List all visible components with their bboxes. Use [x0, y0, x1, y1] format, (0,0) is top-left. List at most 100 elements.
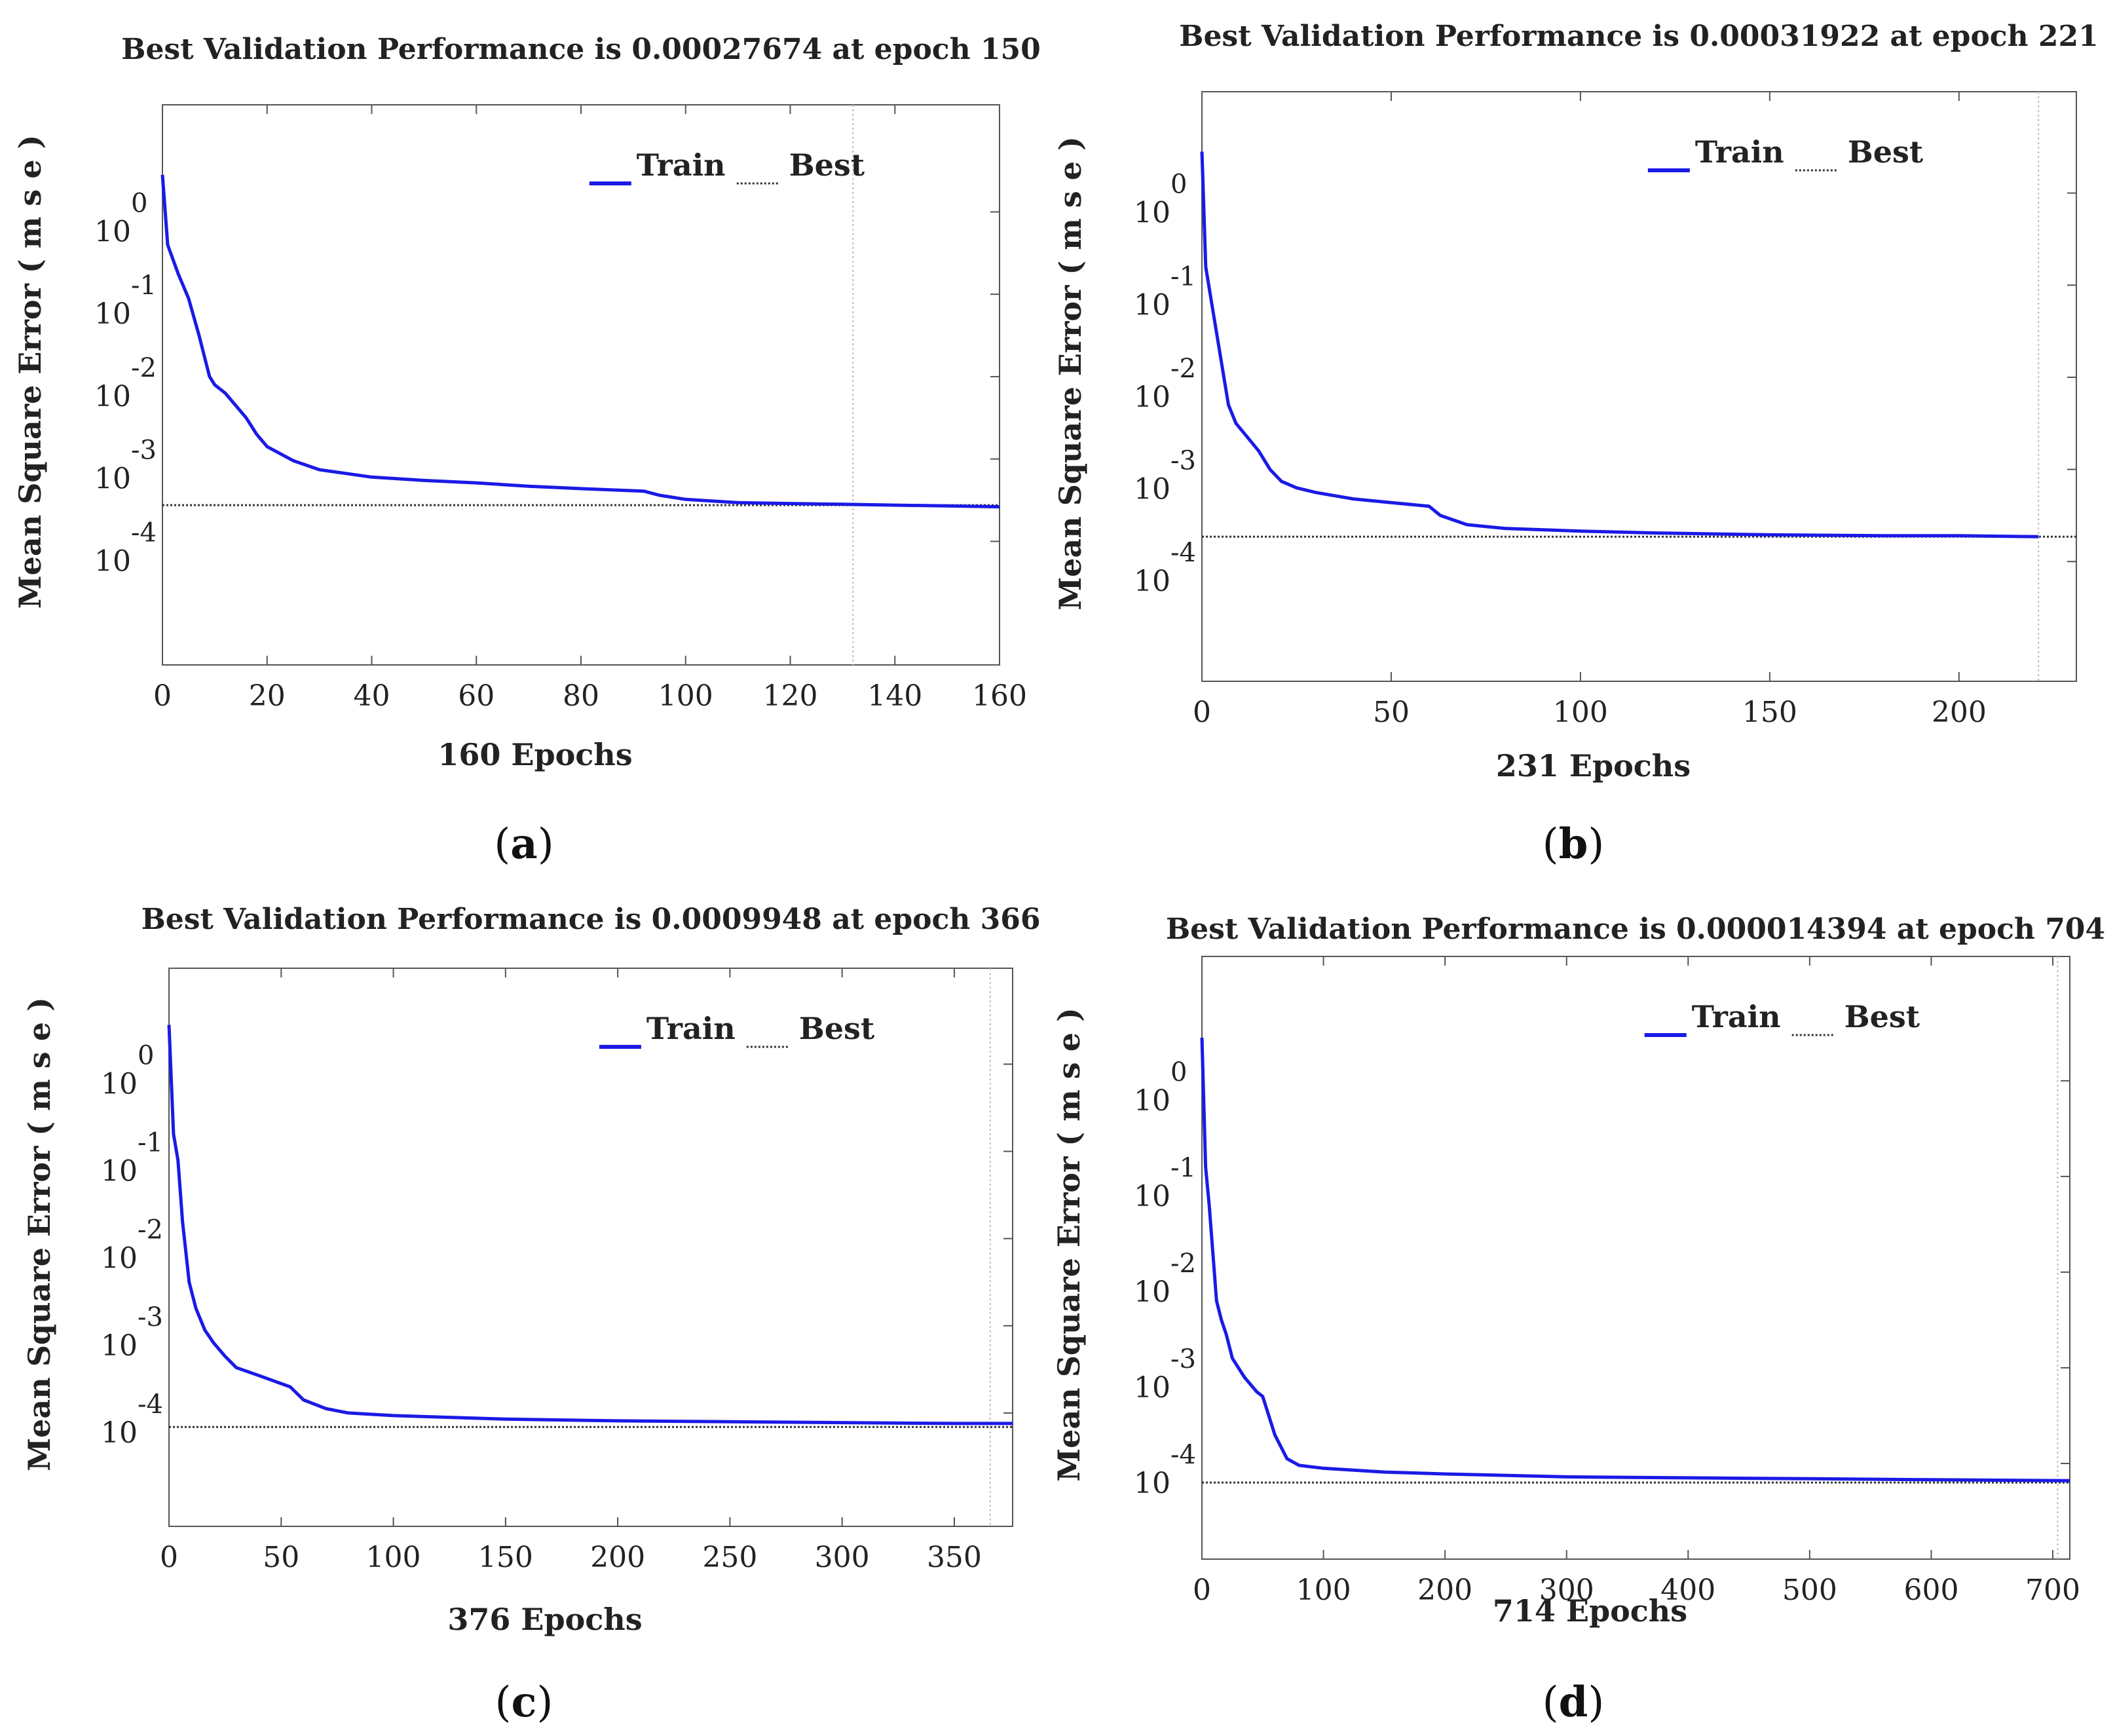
x-tick-label: 200	[1932, 696, 1987, 729]
y-tick-exponent: -2	[138, 1215, 163, 1245]
panel-caption: (b)	[1543, 820, 1605, 869]
y-tick-exponent: -3	[131, 436, 157, 466]
y-tick-label: 10	[1134, 1180, 1170, 1213]
y-tick-exponent: 0	[1170, 1057, 1187, 1087]
x-axis-label: 231 Epochs	[1496, 748, 1691, 783]
series-line-train	[160, 174, 1000, 509]
y-tick-exponent: 0	[131, 188, 147, 218]
y-tick-exponent: -2	[1170, 1249, 1196, 1279]
x-tick-label: 100	[1553, 696, 1608, 729]
y-tick-label: 10	[1134, 565, 1170, 598]
y-tick-exponent: -2	[1170, 354, 1196, 384]
y-axis-label: Mean Square Error ( m s e )	[1051, 1008, 1087, 1482]
y-tick-exponent: -4	[1170, 538, 1196, 568]
y-tick-exponent: 0	[138, 1040, 154, 1070]
y-tick-label: 10	[101, 1067, 138, 1101]
x-tick-label: 40	[354, 679, 390, 713]
y-tick-label: 10	[94, 215, 131, 248]
panel-caption: (c)	[495, 1678, 553, 1727]
x-tick-label: 0	[160, 1541, 178, 1574]
x-tick-label: 0	[1193, 696, 1211, 729]
x-axis-label: 376 Epochs	[447, 1602, 642, 1637]
chart-panel-a: Best Validation Performance is 0.0002767…	[12, 33, 1041, 869]
legend-train-label: Train	[637, 147, 726, 183]
legend-train-label: Train	[646, 1011, 736, 1046]
series-line-train	[1200, 1038, 2070, 1482]
series-line-train	[167, 1025, 1013, 1425]
x-tick-label: 600	[1903, 1574, 1958, 1607]
y-tick-exponent: -1	[1170, 1153, 1196, 1183]
x-tick-label: 140	[867, 679, 922, 713]
chart-panel-c: Best Validation Performance is 0.0009948…	[22, 903, 1040, 1727]
y-tick-label: 10	[1134, 197, 1170, 230]
x-tick-label: 500	[1782, 1574, 1837, 1607]
x-tick-label: 200	[1417, 1574, 1472, 1607]
y-axis-label: Mean Square Error ( m s e )	[12, 135, 48, 609]
y-tick-label: 10	[101, 1329, 138, 1363]
chart-title: Best Validation Performance is 0.0003192…	[1179, 20, 2099, 53]
legend-best-label: Best	[1844, 999, 1920, 1034]
y-tick-label: 10	[101, 1155, 138, 1188]
x-tick-label: 0	[153, 679, 172, 713]
series-line-train	[1200, 151, 2039, 538]
y-tick-label: 10	[1134, 473, 1170, 506]
legend-best-label: Best	[1848, 134, 1924, 170]
y-tick-exponent: -1	[131, 271, 157, 301]
y-axis-label: Mean Square Error ( m s e )	[22, 997, 57, 1471]
y-tick-label: 10	[101, 1416, 138, 1450]
chart-title: Best Validation Performance is 0.0002767…	[121, 33, 1041, 66]
y-tick-label: 10	[1134, 1275, 1170, 1309]
y-tick-exponent: -4	[131, 518, 157, 548]
legend-train-label: Train	[1692, 999, 1781, 1034]
x-tick-label: 300	[1539, 1574, 1594, 1607]
y-tick-exponent: -3	[138, 1302, 163, 1332]
panel-caption: (a)	[494, 820, 553, 869]
y-tick-label: 10	[1134, 1084, 1170, 1118]
y-tick-exponent: -3	[1170, 1344, 1196, 1374]
y-axis-label: Mean Square Error ( m s e )	[1053, 136, 1088, 611]
x-tick-label: 120	[763, 679, 818, 713]
y-tick-exponent: -4	[138, 1389, 163, 1420]
plot-frame	[1201, 91, 2077, 682]
x-tick-label: 50	[263, 1541, 299, 1574]
plot-frame	[168, 968, 1013, 1527]
x-tick-label: 250	[702, 1541, 757, 1574]
x-tick-label: 0	[1193, 1574, 1211, 1607]
y-tick-label: 10	[1134, 381, 1170, 414]
x-tick-label: 100	[658, 679, 713, 713]
y-tick-label: 10	[94, 380, 131, 413]
plot-frame	[1201, 956, 2070, 1560]
y-tick-exponent: -2	[131, 353, 157, 383]
legend-best-label: Best	[789, 147, 865, 183]
y-tick-exponent: -4	[1170, 1440, 1196, 1470]
y-tick-label: 10	[94, 544, 131, 578]
y-tick-exponent: -3	[1170, 446, 1196, 476]
x-tick-label: 20	[249, 679, 286, 713]
x-tick-label: 150	[1742, 696, 1797, 729]
chart-title: Best Validation Performance is 0.0000143…	[1166, 913, 2105, 946]
y-tick-label: 10	[1134, 1467, 1170, 1500]
x-tick-label: 50	[1373, 696, 1410, 729]
x-tick-label: 300	[815, 1541, 870, 1574]
x-tick-label: 80	[563, 679, 599, 713]
x-tick-label: 150	[478, 1541, 533, 1574]
x-tick-label: 60	[458, 679, 495, 713]
x-tick-label: 100	[1296, 1574, 1351, 1607]
x-tick-label: 100	[366, 1541, 421, 1574]
x-tick-label: 700	[2025, 1574, 2080, 1607]
y-tick-label: 10	[94, 297, 131, 331]
legend-train-label: Train	[1695, 134, 1784, 170]
x-axis-label: 714 Epochs	[1493, 1593, 1687, 1629]
y-tick-label: 10	[1134, 288, 1170, 322]
x-tick-label: 400	[1660, 1574, 1715, 1607]
chart-panel-b: Best Validation Performance is 0.0003192…	[1053, 20, 2099, 869]
panel-caption: (d)	[1543, 1678, 1605, 1727]
y-tick-exponent: -1	[1170, 261, 1196, 292]
legend-best-label: Best	[799, 1011, 875, 1046]
chart-title: Best Validation Performance is 0.0009948…	[141, 903, 1041, 936]
y-tick-label: 10	[1134, 1371, 1170, 1405]
y-tick-exponent: -1	[138, 1128, 163, 1158]
chart-panel-d: Best Validation Performance is 0.0000143…	[1051, 913, 2105, 1727]
